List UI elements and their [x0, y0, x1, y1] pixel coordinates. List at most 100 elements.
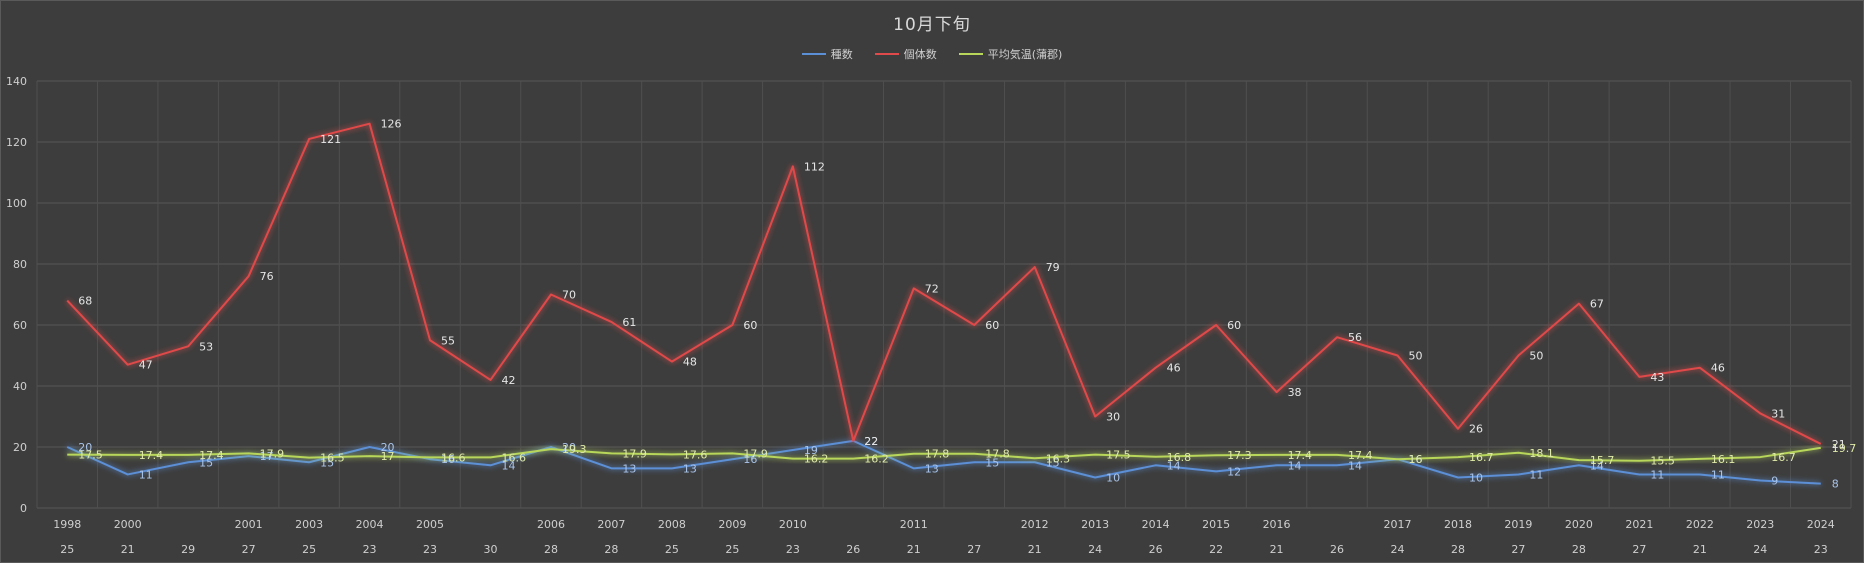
data-label: 17.8 — [925, 448, 950, 461]
data-label: 17.6 — [683, 448, 708, 461]
x-tick-day: 22 — [1209, 543, 1223, 556]
data-label: 61 — [622, 316, 636, 329]
data-label: 50 — [1529, 350, 1543, 363]
data-label: 10 — [1106, 472, 1120, 485]
data-label: 56 — [1348, 331, 1362, 344]
x-tick-year: 2009 — [718, 518, 746, 531]
x-tick-year: 2023 — [1746, 518, 1774, 531]
data-label: 76 — [260, 270, 274, 283]
x-tick-year: 2011 — [900, 518, 928, 531]
x-tick-day: 21 — [907, 543, 921, 556]
x-tick-day: 25 — [302, 543, 316, 556]
data-label: 17.9 — [260, 447, 285, 460]
y-tick-label: 40 — [13, 380, 27, 393]
data-label: 17.5 — [1106, 449, 1131, 462]
x-tick-day: 27 — [242, 543, 256, 556]
data-label: 14 — [1590, 459, 1604, 472]
data-label: 60 — [743, 319, 757, 332]
data-label: 16.7 — [1771, 451, 1796, 464]
x-tick-year: 2010 — [779, 518, 807, 531]
x-tick-day: 27 — [1632, 543, 1646, 556]
x-tick-year: 2004 — [356, 518, 384, 531]
data-label: 19 — [804, 444, 818, 457]
data-label: 60 — [985, 319, 999, 332]
data-label: 16 — [743, 453, 757, 466]
x-tick-day: 28 — [1572, 543, 1586, 556]
data-label: 13 — [683, 462, 697, 475]
x-tick-day: 26 — [1330, 543, 1344, 556]
x-tick-day: 28 — [544, 543, 558, 556]
data-label: 121 — [320, 133, 341, 146]
x-tick-year: 2014 — [1142, 518, 1170, 531]
x-tick-year: 2007 — [597, 518, 625, 531]
data-label: 18.1 — [1529, 447, 1554, 460]
data-label: 46 — [1167, 362, 1181, 375]
x-tick-year: 2017 — [1384, 518, 1412, 531]
data-label: 17.9 — [743, 447, 768, 460]
x-tick-year: 2013 — [1081, 518, 1109, 531]
data-label: 12 — [1227, 465, 1241, 478]
data-label: 38 — [1288, 386, 1302, 399]
x-tick-day: 23 — [423, 543, 437, 556]
data-label: 17.3 — [1227, 449, 1252, 462]
data-label: 13 — [622, 462, 636, 475]
data-label: 16.8 — [1167, 451, 1192, 464]
data-label: 16.2 — [864, 453, 889, 466]
x-tick-day: 24 — [1088, 543, 1102, 556]
x-tick-day: 27 — [1511, 543, 1525, 556]
data-label: 20 — [78, 441, 92, 454]
data-label: 11 — [1650, 468, 1664, 481]
data-label: 19.3 — [562, 443, 587, 456]
x-tick-year: 2018 — [1444, 518, 1472, 531]
data-label: 60 — [1227, 319, 1241, 332]
data-label: 11 — [139, 468, 153, 481]
x-tick-day: 25 — [725, 543, 739, 556]
x-tick-day: 23 — [1814, 543, 1828, 556]
data-label: 26 — [1469, 423, 1483, 436]
legend-swatch-individuals — [874, 53, 899, 55]
data-label: 11 — [1711, 468, 1725, 481]
x-tick-day: 23 — [786, 543, 800, 556]
data-label: 9 — [1771, 475, 1778, 488]
legend-swatch-species — [801, 53, 826, 55]
x-tick-year: 2003 — [295, 518, 323, 531]
data-label: 20 — [562, 441, 576, 454]
data-label: 46 — [1711, 362, 1725, 375]
x-tick-year: 2012 — [1021, 518, 1049, 531]
x-tick-day: 21 — [1693, 543, 1707, 556]
x-tick-day: 28 — [1451, 543, 1465, 556]
x-tick-year: 2022 — [1686, 518, 1714, 531]
x-tick-day: 25 — [665, 543, 679, 556]
x-tick-year: 2008 — [658, 518, 686, 531]
data-label: 16 — [1409, 453, 1423, 466]
x-tick-year: 2006 — [537, 518, 565, 531]
y-tick-label: 120 — [6, 136, 27, 149]
data-label: 53 — [199, 340, 213, 353]
data-label: 14 — [1288, 459, 1302, 472]
data-label: 20 — [381, 441, 395, 454]
y-tick-label: 20 — [13, 441, 27, 454]
x-tick-year: 2001 — [235, 518, 263, 531]
data-label: 16 — [441, 453, 455, 466]
x-tick-day: 25 — [60, 543, 74, 556]
legend-label-individuals: 個体数 — [903, 48, 937, 61]
data-label: 16.6 — [502, 451, 527, 464]
data-label: 17.8 — [985, 448, 1010, 461]
data-label: 22 — [864, 435, 878, 448]
data-label: 55 — [441, 334, 455, 347]
data-label: 17 — [260, 450, 274, 463]
legend-swatch-temperature — [958, 53, 983, 55]
chart-title: 10月下旬 — [893, 15, 971, 35]
x-tick-day: 21 — [121, 543, 135, 556]
data-label: 31 — [1771, 407, 1785, 420]
x-tick-day: 28 — [604, 543, 618, 556]
data-label: 17 — [381, 450, 395, 463]
data-label: 70 — [562, 289, 576, 302]
data-label: 17.9 — [622, 447, 647, 460]
data-label: 47 — [139, 359, 153, 372]
data-label: 11 — [1529, 468, 1543, 481]
x-tick-year: 2021 — [1625, 518, 1653, 531]
data-label: 13 — [925, 462, 939, 475]
x-tick-day: 23 — [363, 543, 377, 556]
data-label: 8 — [1832, 478, 1839, 491]
